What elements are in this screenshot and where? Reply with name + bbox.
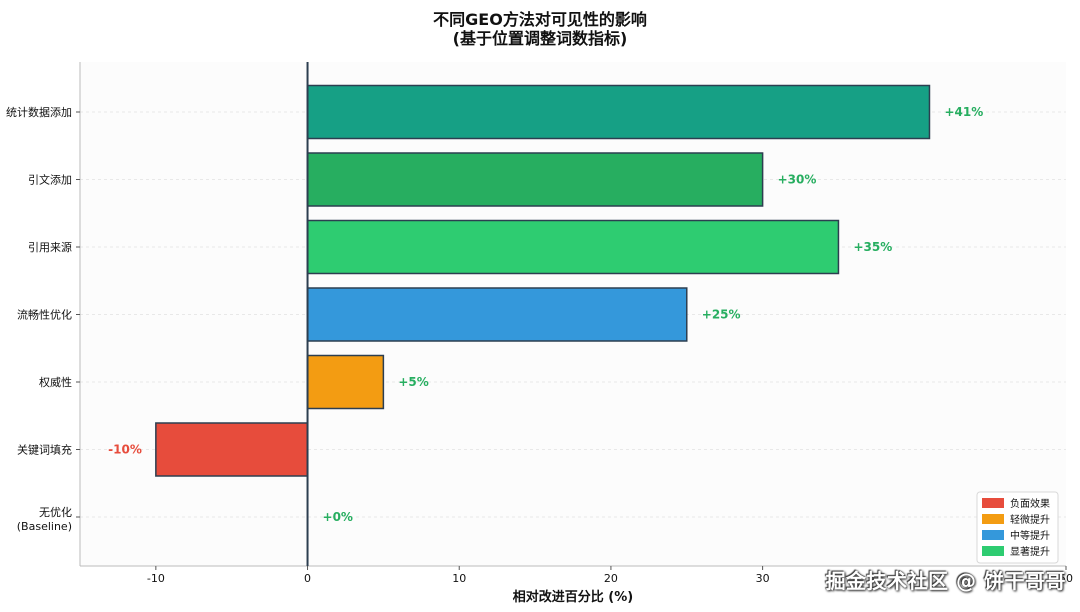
- legend-box: [976, 491, 1059, 564]
- chart-title-line-1: 不同GEO方法对可见性的影响: [433, 10, 647, 29]
- bar-value-label: +30%: [778, 173, 817, 187]
- bar-value-label: +0%: [323, 510, 353, 524]
- y-tick-label: 流畅性优化: [17, 308, 72, 322]
- legend-swatch: [982, 546, 1004, 556]
- legend-label: 显著提升: [1010, 545, 1050, 558]
- watermark-text: 掘金技术社区 @ 饼干哥哥: [825, 569, 1066, 593]
- y-tick-label: 关键词填充: [17, 443, 72, 457]
- legend-label: 轻微提升: [1010, 513, 1050, 526]
- y-tick-label: (Baseline): [17, 520, 72, 533]
- bar-value-label: +35%: [853, 240, 892, 254]
- legend-swatch: [982, 498, 1004, 508]
- y-tick-label: 统计数据添加: [6, 105, 72, 119]
- y-tick-label: 引用来源: [28, 240, 72, 254]
- bar: [155, 422, 309, 477]
- bar-value-label: +25%: [702, 308, 741, 322]
- legend-label: 中等提升: [1010, 529, 1050, 542]
- y-tick-label: 无优化: [39, 505, 72, 519]
- bar: [306, 354, 385, 410]
- bar-value-label: -10%: [108, 443, 142, 457]
- y-tick-label: 引文添加: [28, 173, 72, 187]
- bar: [306, 84, 931, 140]
- x-tick-label: -10: [147, 572, 165, 585]
- legend-label: 负面效果: [1010, 497, 1050, 510]
- y-tick-label: 权威性: [39, 375, 72, 389]
- bar-value-label: +5%: [398, 375, 428, 389]
- chart-title-line-2: (基于位置调整词数指标): [452, 29, 628, 48]
- x-tick-label: 50: [1059, 572, 1073, 585]
- bar: [306, 152, 764, 207]
- legend-swatch: [982, 530, 1004, 540]
- bar-value-label: +41%: [944, 105, 983, 119]
- bar: [306, 287, 688, 342]
- x-tick-label: 10: [452, 572, 466, 585]
- x-tick-label: 20: [604, 572, 618, 585]
- legend-swatch: [982, 514, 1004, 524]
- bar: [306, 219, 840, 275]
- x-tick-label: 0: [304, 572, 311, 585]
- x-axis-label: 相对改进百分比 (%): [513, 589, 633, 605]
- x-tick-label: 30: [756, 572, 770, 585]
